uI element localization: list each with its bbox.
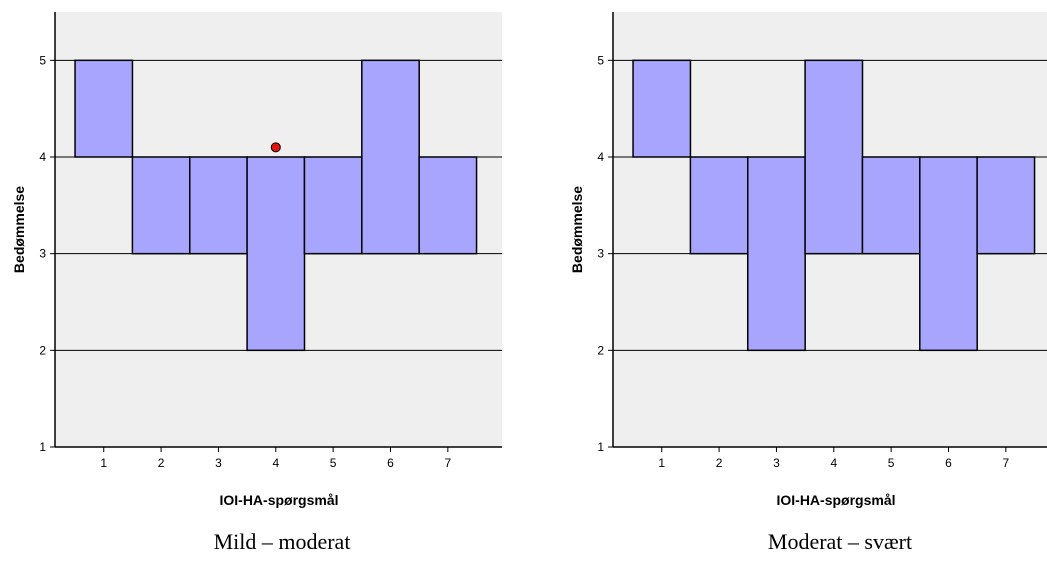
box-2 [689, 156, 749, 255]
y-tick-label: 5 [597, 53, 604, 67]
y-axis-title: Bedømmelse [11, 186, 27, 273]
box-6 [919, 156, 978, 352]
chart-panel-2: 1 2 3 4 5 1 2 3 4 5 6 7 IOI-HA-spørgsmål Bedømmelse Mo… [569, 12, 1047, 554]
box-2 [131, 156, 191, 255]
y-tick-label: 1 [597, 440, 604, 454]
x-axis-title: IOI-HA-spørgsmål [219, 492, 338, 508]
y-tick-label: 4 [597, 150, 604, 164]
box-5 [861, 156, 921, 255]
box-3 [746, 156, 806, 352]
box-1 [632, 59, 692, 158]
y-tick-label: 3 [39, 247, 46, 261]
box-5 [303, 156, 363, 255]
x-tick-label: 1 [100, 456, 107, 470]
x-tick-label: 5 [888, 456, 895, 470]
y-tick-label: 2 [39, 343, 46, 357]
x-tick-label: 6 [387, 456, 394, 470]
y-tick-label: 1 [39, 440, 46, 454]
box-4 [246, 156, 306, 352]
y-axis-title: Bedømmelse [569, 186, 585, 273]
x-axis-title: IOI-HA-spørgsmål [776, 492, 895, 508]
x-tick-label: 1 [658, 456, 665, 470]
x-tick-label: 6 [945, 456, 952, 470]
x-tick-label: 3 [215, 456, 222, 470]
box-1 [74, 59, 134, 158]
chart-caption: Mild – moderat [214, 529, 351, 554]
y-tick-label: 3 [597, 247, 604, 261]
box-6 [361, 59, 420, 255]
box-3 [188, 156, 248, 255]
x-tick-label: 2 [158, 456, 165, 470]
x-tick-label: 2 [716, 456, 723, 470]
chart-caption: Moderat – svært [768, 529, 912, 554]
y-tick-label: 2 [597, 343, 604, 357]
x-tick-label: 4 [272, 456, 279, 470]
outlier-point [270, 142, 281, 153]
x-tick-label: 4 [830, 456, 837, 470]
chart-panel-1: 1 2 3 4 5 1 2 3 4 5 6 7 IOI-HA-spørgsmål Bedømmelse Mi… [11, 12, 502, 554]
box-7 [976, 156, 1036, 255]
x-tick-label: 5 [330, 456, 337, 470]
x-tick-label: 7 [1003, 456, 1010, 470]
box-7 [418, 156, 478, 255]
x-tick-label: 3 [773, 456, 780, 470]
y-tick-label: 4 [39, 150, 46, 164]
y-tick-label: 5 [39, 53, 46, 67]
box-4 [804, 59, 864, 255]
x-tick-label: 7 [445, 456, 452, 470]
